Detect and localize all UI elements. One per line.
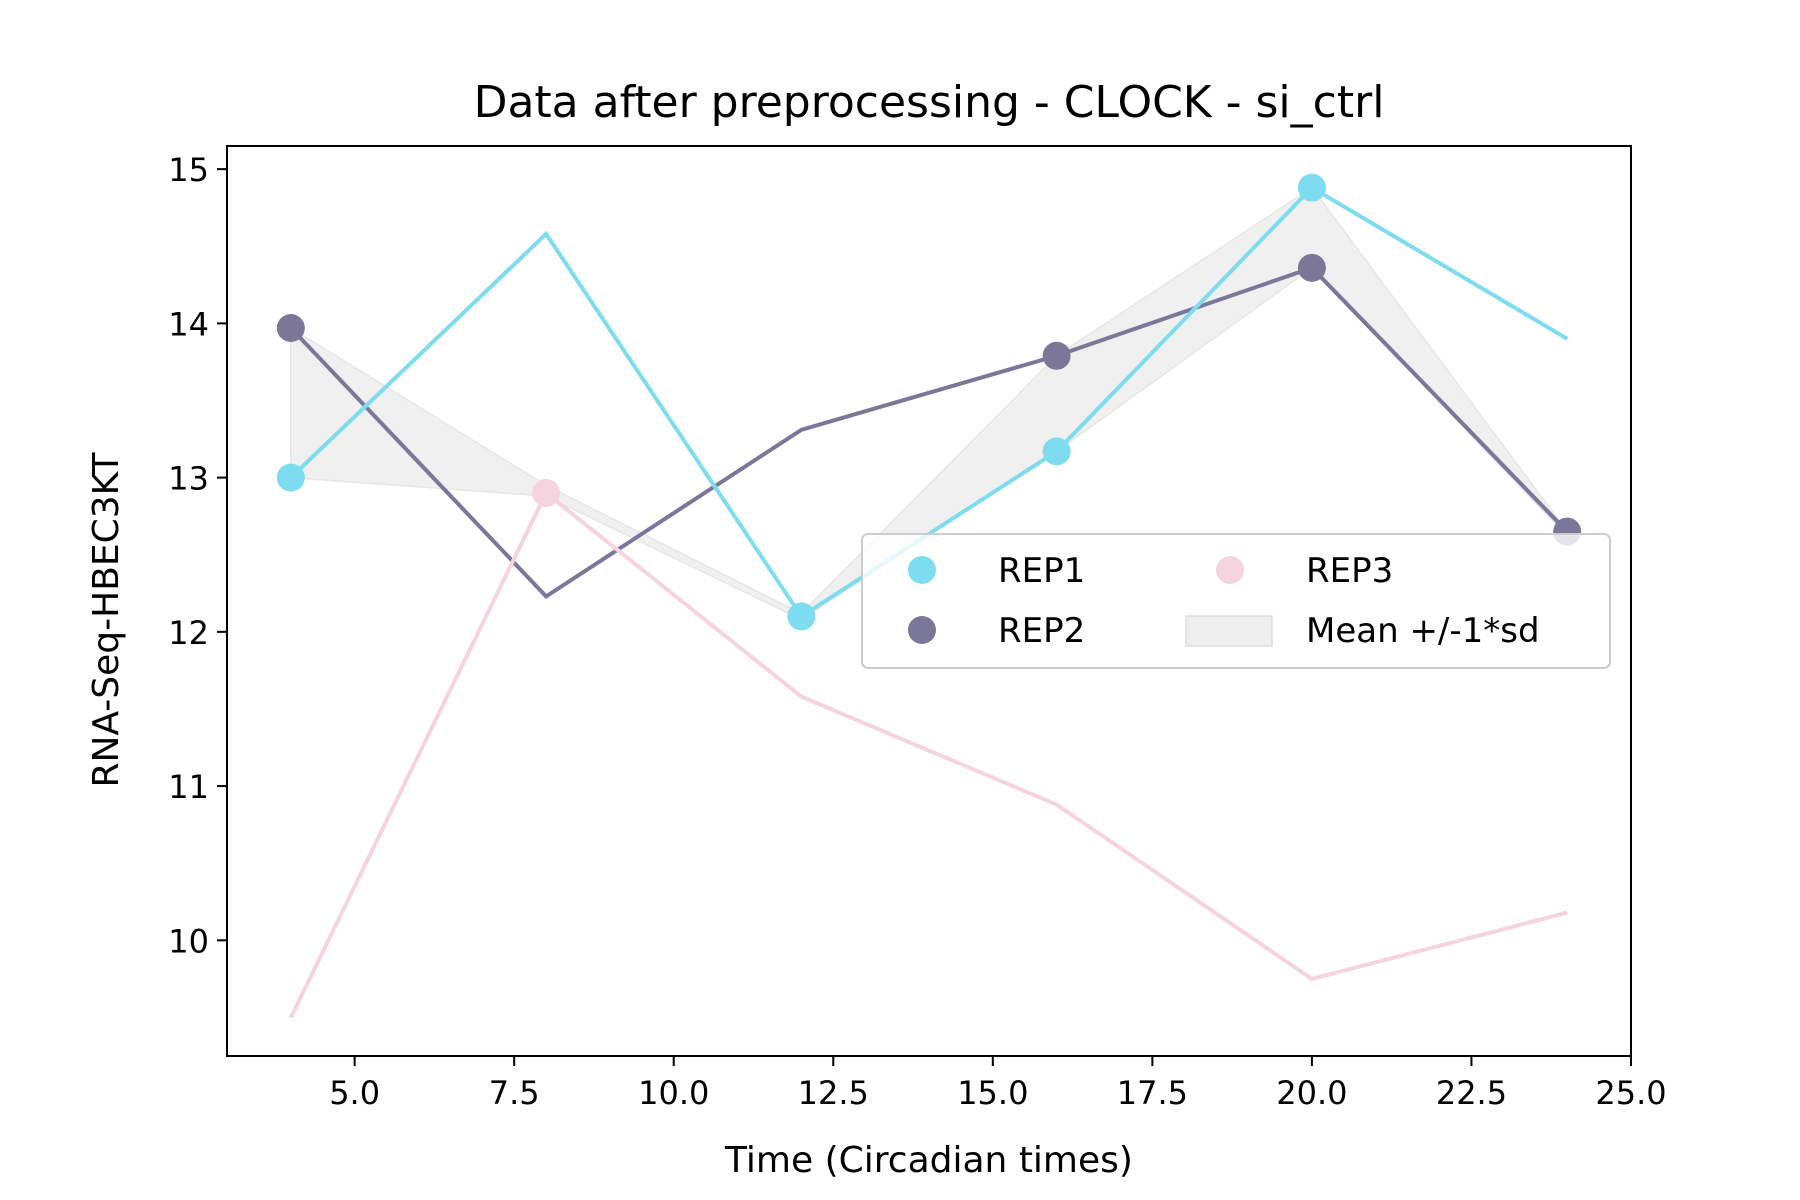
y-axis-label: RNA-Seq-HBEC3KT	[86, 452, 127, 788]
legend-label-mean-1-sd: Mean +/-1*sd	[1306, 611, 1540, 651]
y-tick-label: 14	[168, 305, 209, 343]
legend-label-rep2: REP2	[998, 611, 1085, 651]
x-tick-label: 10.0	[638, 1074, 709, 1112]
legend-label-rep1: REP1	[998, 551, 1085, 591]
data-point-rep2	[276, 314, 305, 342]
x-axis: 5.0 7.5 10.0 12.5 15.0 17.5 20.0 22.5 25.0	[329, 1056, 1667, 1112]
series-line-rep3	[289, 489, 1568, 1019]
x-tick-label: 7.5	[489, 1074, 540, 1112]
legend: REP1 REP3 REP2 Mean +/-1*sd	[861, 533, 1611, 669]
legend-box	[861, 533, 1611, 669]
y-tick-label: 11	[168, 768, 209, 806]
y-tick-label: 10	[168, 922, 209, 960]
plot-area	[276, 173, 1582, 1019]
data-point-rep2	[1042, 341, 1071, 370]
chart-title: Data after preprocessing - CLOCK - si_ct…	[474, 77, 1385, 128]
y-tick-label: 15	[168, 151, 209, 189]
x-tick-label: 12.5	[798, 1074, 869, 1112]
y-axis: 10 11 12 13 14 15	[168, 151, 227, 960]
data-point-rep1	[276, 463, 305, 492]
plot-frame	[226, 145, 1632, 1057]
series-line-rep2	[289, 265, 1569, 599]
legend-swatch-mean-1-sd	[1185, 615, 1273, 647]
x-tick-label: 25.0	[1595, 1074, 1666, 1112]
data-point-rep1	[1042, 437, 1071, 466]
legend-marker-rep3	[1216, 556, 1244, 584]
legend-label-rep3: REP3	[1306, 551, 1393, 591]
x-tick-label: 20.0	[1276, 1074, 1347, 1112]
data-point-rep1	[1297, 173, 1326, 202]
y-tick-label: 13	[168, 460, 209, 498]
x-tick-label: 22.5	[1436, 1074, 1507, 1112]
legend-marker-rep1	[908, 556, 936, 584]
x-axis-label: Time (Circadian times)	[724, 1140, 1133, 1181]
data-point-rep2	[1297, 253, 1326, 282]
x-tick-label: 17.5	[1117, 1074, 1188, 1112]
data-point-rep1	[787, 602, 816, 631]
data-point-rep3	[532, 479, 561, 508]
x-tick-label: 15.0	[957, 1074, 1028, 1112]
legend-marker-rep2	[908, 616, 936, 644]
y-tick-label: 12	[168, 614, 209, 652]
x-tick-label: 5.0	[329, 1074, 380, 1112]
